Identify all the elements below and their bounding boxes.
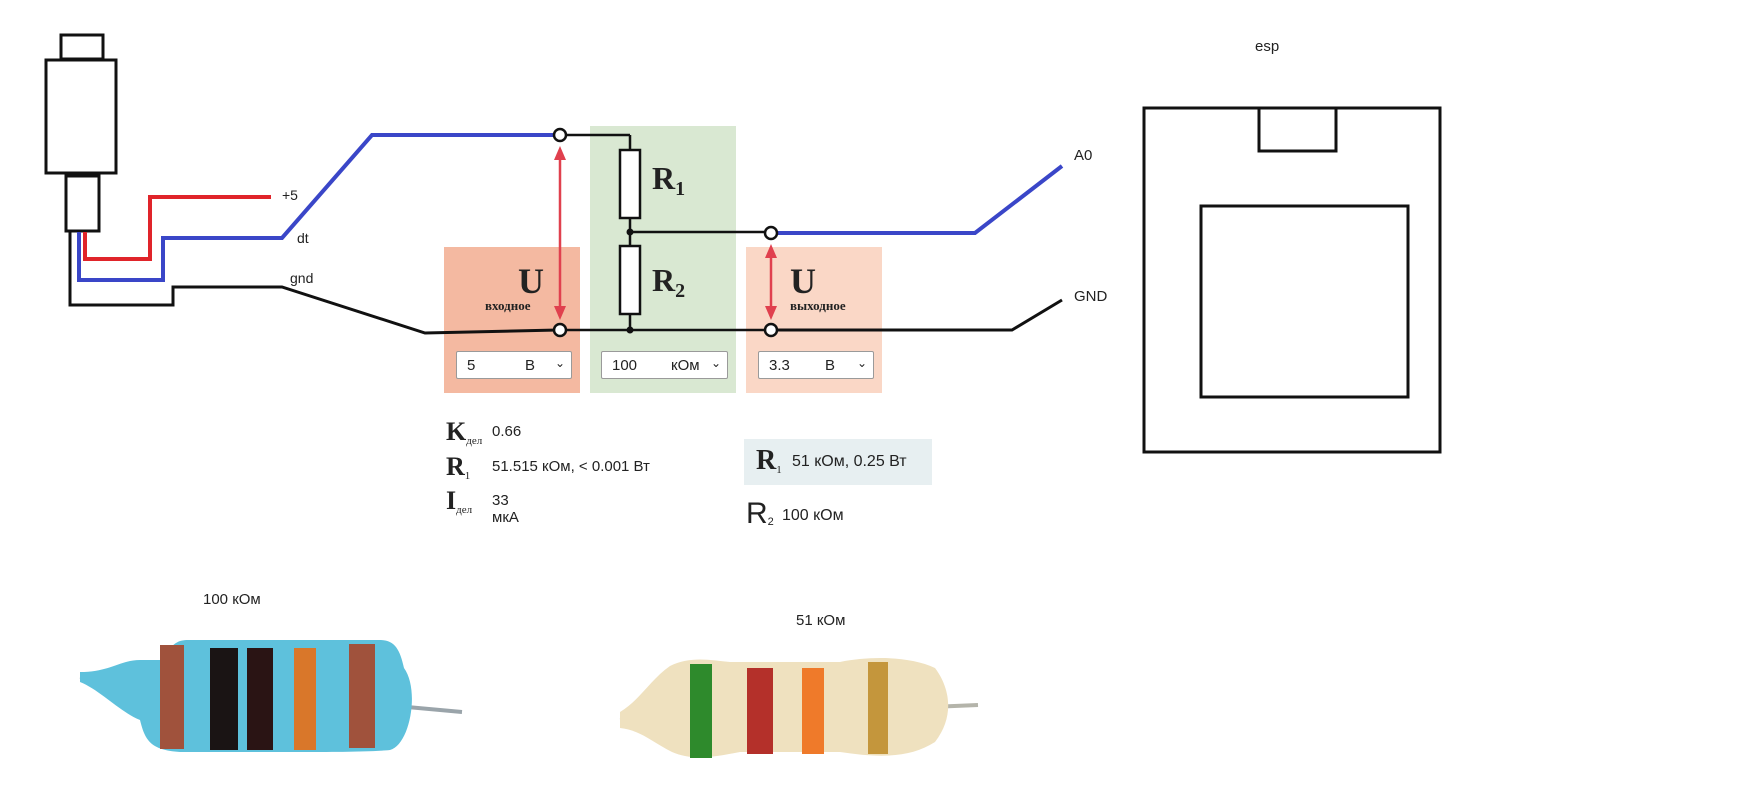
esp-title: esp [1255, 38, 1280, 55]
chevron-down-icon: ⌄ [554, 356, 565, 370]
result-value: 0.66 [492, 423, 522, 440]
output-voltage-select[interactable]: 3.3 В ⌄ [758, 351, 874, 379]
u-in-label: входное [485, 298, 531, 313]
u-in-symbol: U [518, 261, 544, 301]
output-voltage-arrow [765, 244, 777, 320]
recommended-symbol: R1 [756, 445, 782, 476]
terminal-in-top [552, 127, 568, 143]
output-voltage-value: 3.3 [769, 357, 790, 374]
esp-module [1142, 106, 1442, 454]
node-dot [626, 326, 634, 334]
result-symbol: Kдел [446, 417, 483, 447]
terminal-out-top [763, 225, 779, 241]
output-voltage-unit: В [825, 357, 836, 374]
chevron-down-icon: ⌄ [856, 356, 867, 370]
input-voltage-arrow [554, 146, 566, 320]
resistance-unit: кОм [671, 357, 700, 374]
node-dot [626, 228, 634, 236]
color-band [160, 645, 184, 749]
wire-dt [77, 133, 558, 282]
result-symbol: R1 [446, 452, 471, 482]
color-band [210, 648, 238, 750]
u-out-label: выходное [790, 298, 846, 313]
recommended-value: 51 кОм, 0.25 Вт [792, 453, 907, 470]
color-band [868, 662, 888, 754]
recommended-symbol: R2 [746, 497, 774, 530]
terminal-out-bottom [763, 322, 779, 338]
resistance-value: 100 [612, 357, 638, 374]
input-voltage-select[interactable]: 5 В ⌄ [456, 351, 572, 379]
label-dt: dt [297, 230, 309, 246]
photo-caption-51k: 51 кОм [796, 612, 846, 629]
chevron-down-icon: ⌄ [710, 356, 721, 370]
r1-label: R1 [652, 160, 686, 200]
color-band [349, 644, 375, 748]
r2-label: R2 [652, 262, 686, 302]
resistor-panel [590, 126, 736, 393]
color-band [247, 648, 273, 750]
recommended-value: 100 кОм [782, 507, 844, 524]
result-value: 33 мкА [492, 492, 519, 526]
result-value: 51.515 кОм, < 0.001 Вт [492, 458, 650, 475]
result-symbol: Iдел [446, 486, 473, 516]
sensor-probe [44, 33, 118, 233]
color-band [747, 668, 773, 754]
wire-plus5 [83, 195, 271, 261]
u-out-symbol: U [790, 261, 816, 301]
resistance-select[interactable]: 100 кОм ⌄ [601, 351, 728, 379]
wire-gnd [68, 230, 559, 335]
input-voltage-unit: В [525, 357, 536, 374]
resistor-photo-100k [79, 640, 463, 752]
color-band [802, 668, 824, 754]
wire-a0 [777, 164, 1064, 235]
resistor-photo-51k [619, 658, 979, 758]
color-band [294, 648, 316, 750]
color-band [690, 664, 712, 758]
label-plus5: +5 [282, 187, 298, 203]
label-gnd: gnd [290, 270, 314, 286]
input-voltage-value: 5 [467, 357, 476, 374]
wire-esp-gnd [777, 298, 1063, 332]
recommended-r1: R1 51 кОм, 0.25 Вт [744, 439, 932, 485]
terminal-in-bottom [552, 322, 568, 338]
divider-circuit [563, 133, 766, 332]
label-a0: A0 [1074, 147, 1093, 164]
photo-caption-100k: 100 кОм [203, 591, 261, 608]
label-esp-gnd: GND [1074, 288, 1108, 305]
